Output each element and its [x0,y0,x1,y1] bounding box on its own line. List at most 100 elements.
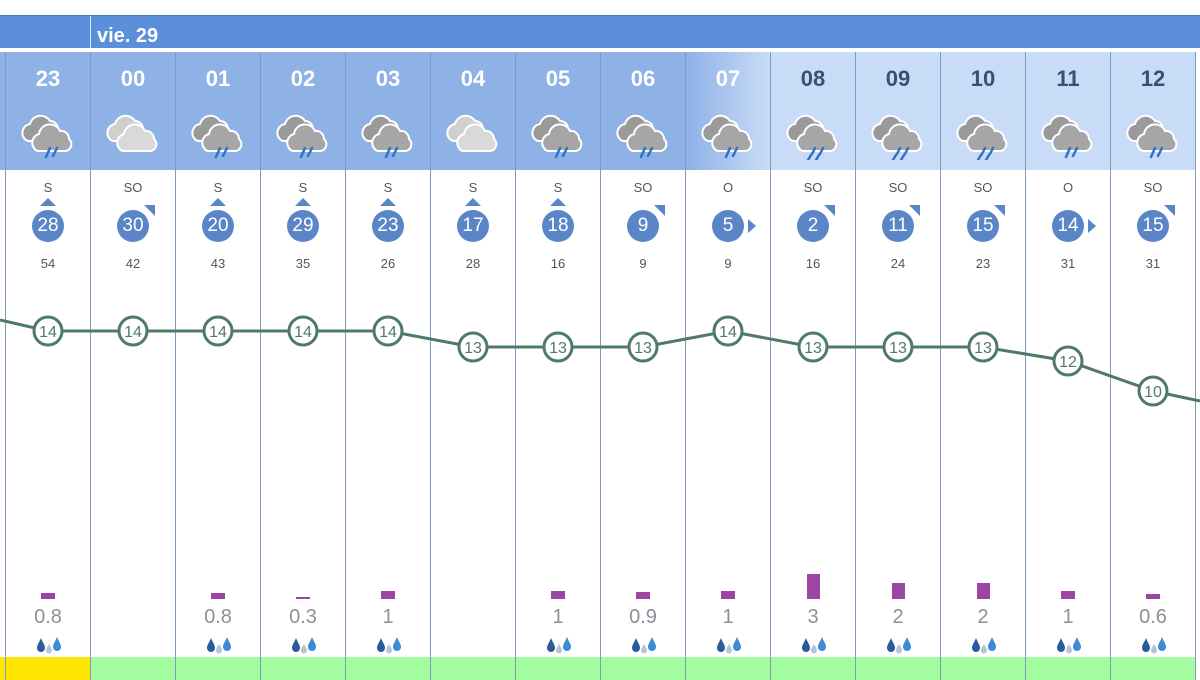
hour-header: 11 [1026,52,1110,170]
hour-column-11[interactable]: 11 O 14 31 1 [1026,52,1111,680]
precipitation-amount: 1 [1062,606,1074,628]
bottom-indicator [346,657,430,680]
rain-cloud-icon [16,108,80,160]
hour-column-03[interactable]: 03 S 23 26 1 [346,52,431,680]
rain-bar [1146,594,1160,599]
hour-label: 09 [885,66,911,91]
hour-column-02[interactable]: 02 S 29 35 0.3 [261,52,346,680]
bottom-indicator [91,657,175,680]
rain-bar [636,592,650,599]
wind-speed-badge: 9 [627,210,659,242]
hour-header: 02 [261,52,345,170]
bottom-indicator [856,657,940,680]
precipitation-amount: 0.8 [34,606,62,628]
wind-speed-badge: 15 [1137,210,1169,242]
previous-column-header [0,52,5,170]
wind-speed-badge: 5 [712,210,744,242]
wind-speed-badge: 17 [457,210,489,242]
hour-header: 05 [516,52,600,170]
rain-bar [296,597,310,599]
wind-gust: 31 [1145,256,1161,271]
previous-column-bottom [0,657,5,680]
hour-label: 01 [205,66,231,91]
rain-cloud-icon [526,108,590,160]
wind-direction: S [553,180,563,195]
precipitation-amount: 2 [892,606,904,628]
hour-label: 03 [375,66,401,91]
rain-bar [551,591,565,599]
wind-gust: 31 [1060,256,1076,271]
wind-speed-badge: 18 [542,210,574,242]
rain-drops-icon [1141,634,1167,656]
wind-direction: SO [633,180,653,195]
hour-label: 00 [120,66,146,91]
wind-direction-arrow-icon [210,198,226,206]
bottom-indicator [176,657,260,680]
rain-bar [211,593,225,599]
heavy-rain-cloud-icon [866,108,930,162]
hour-column-04[interactable]: 04 S 17 28 [431,52,516,680]
wind-direction: SO [888,180,908,195]
wind-direction-arrow-icon [654,205,665,216]
wind-direction: S [468,180,478,195]
precipitation-amount: 2 [977,606,989,628]
wind-speed-badge: 11 [882,210,914,242]
wind-speed-badge: 14 [1052,210,1084,242]
hour-header: 03 [346,52,430,170]
wind-direction-arrow-icon [295,198,311,206]
wind-gust: 42 [125,256,141,271]
rain-drops-icon [801,634,827,656]
hour-column-12[interactable]: 12 SO 15 31 0.6 [1111,52,1196,680]
hour-column-05[interactable]: 05 S 18 16 1 [516,52,601,680]
heavy-rain-cloud-icon [951,108,1015,162]
hour-header: 07 [686,52,770,170]
precipitation-amount: 3 [807,606,819,628]
wind-direction: S [213,180,223,195]
bottom-indicator [686,657,770,680]
wind-speed-badge: 2 [797,210,829,242]
hour-column-23[interactable]: 23 S 28 54 0.8 [6,52,91,680]
wind-direction-arrow-icon [550,198,566,206]
wind-direction: SO [803,180,823,195]
rain-cloud-icon [1121,108,1185,160]
wind-gust: 9 [724,256,732,271]
hour-column-10[interactable]: 10 SO 15 23 2 [941,52,1026,680]
hour-column-06[interactable]: 06 SO 9 9 0.9 [601,52,686,680]
hour-column-01[interactable]: 01 S 20 43 0.8 [176,52,261,680]
heavy-rain-cloud-icon [781,108,845,162]
rain-cloud-icon [1036,108,1100,160]
rain-drops-icon [546,634,572,656]
rain-cloud-icon [271,108,335,160]
hour-column-09[interactable]: 09 SO 11 24 2 [856,52,941,680]
wind-speed-badge: 28 [32,210,64,242]
hour-header: 01 [176,52,260,170]
wind-speed-badge: 20 [202,210,234,242]
hour-column-07[interactable]: 07 O 5 9 1 [686,52,771,680]
wind-direction: S [298,180,308,195]
hour-label: 04 [460,66,486,91]
hour-column-00[interactable]: 00 SO 30 42 [91,52,176,680]
wind-gust: 16 [805,256,821,271]
precipitation-amount: 1 [722,606,734,628]
hour-column-08[interactable]: 08 SO 2 16 3 [771,52,856,680]
precipitation-amount: 0.3 [289,606,317,628]
rain-bar [1061,591,1075,599]
wind-direction: O [1062,180,1074,195]
rain-drops-icon [376,634,402,656]
hour-header: 12 [1111,52,1195,170]
bottom-indicator [516,657,600,680]
wind-direction-arrow-icon [1088,219,1096,233]
wind-direction: SO [973,180,993,195]
bottom-indicator [6,657,90,680]
hour-label: 08 [800,66,826,91]
wind-gust: 16 [550,256,566,271]
precipitation-amount: 1 [382,606,394,628]
wind-gust: 23 [975,256,991,271]
hour-label: 23 [35,66,61,91]
rain-bar [721,591,735,599]
wind-speed-badge: 29 [287,210,319,242]
rain-drops-icon [886,634,912,656]
hour-header: 04 [431,52,515,170]
wind-gust: 43 [210,256,226,271]
wind-gust: 24 [890,256,906,271]
